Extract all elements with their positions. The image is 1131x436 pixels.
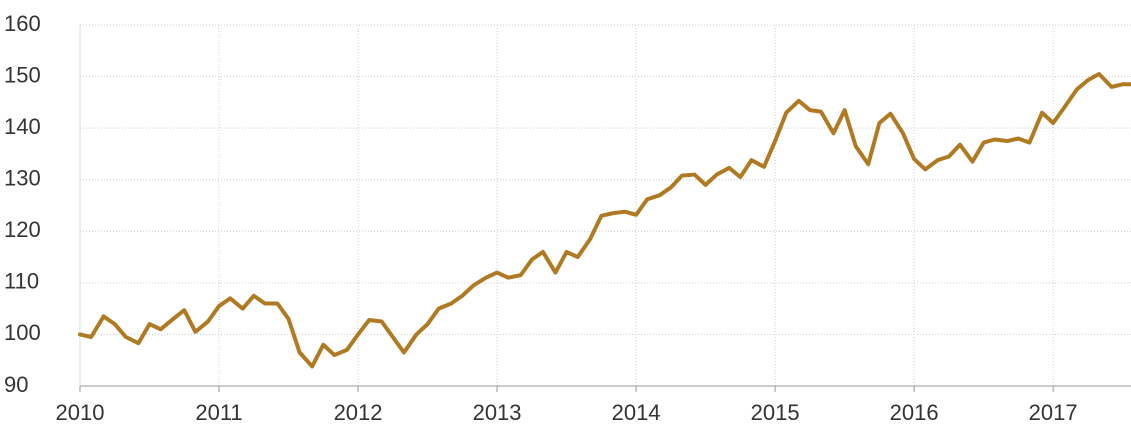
y-tick-label: 140 — [4, 114, 41, 139]
y-tick-label: 100 — [4, 320, 41, 345]
x-tick-label: 2010 — [56, 400, 105, 425]
x-tick-label: 2016 — [890, 400, 939, 425]
y-tick-label: 160 — [4, 11, 41, 36]
line-series — [78, 71, 1131, 369]
y-tick-label: 120 — [4, 217, 41, 242]
y-tick-label: 150 — [4, 62, 41, 87]
y-tick-label: 130 — [4, 166, 41, 191]
y-tick-label: 110 — [4, 269, 39, 294]
x-tick-label: 2015 — [751, 400, 800, 425]
y-tick-label: 90 — [4, 372, 28, 397]
x-tick-label: 2014 — [612, 400, 661, 425]
x-tick-label: 2017 — [1029, 400, 1078, 425]
x-tick-label: 2013 — [473, 400, 522, 425]
x-tick-label: 2011 — [195, 400, 242, 425]
x-tick-label: 2012 — [334, 400, 383, 425]
